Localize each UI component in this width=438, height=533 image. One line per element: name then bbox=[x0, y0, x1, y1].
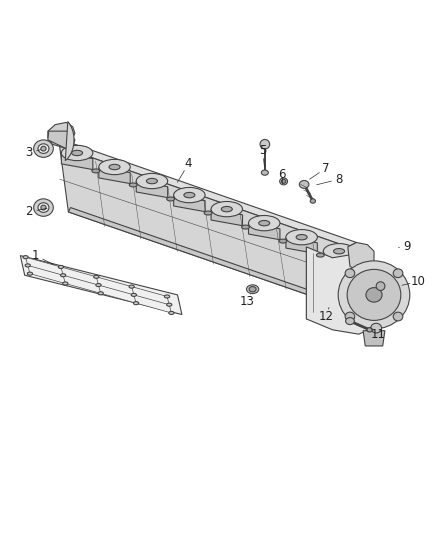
Ellipse shape bbox=[184, 192, 195, 198]
Ellipse shape bbox=[60, 274, 66, 277]
Ellipse shape bbox=[393, 269, 403, 278]
Ellipse shape bbox=[334, 248, 345, 254]
Ellipse shape bbox=[345, 312, 355, 321]
Polygon shape bbox=[211, 209, 243, 225]
Ellipse shape bbox=[279, 239, 287, 243]
Ellipse shape bbox=[109, 164, 120, 169]
Ellipse shape bbox=[129, 285, 134, 288]
Text: 6: 6 bbox=[279, 168, 286, 181]
Text: 8: 8 bbox=[336, 173, 343, 185]
Polygon shape bbox=[60, 147, 359, 312]
Ellipse shape bbox=[247, 285, 259, 294]
Ellipse shape bbox=[376, 282, 385, 290]
Polygon shape bbox=[25, 257, 171, 313]
Ellipse shape bbox=[346, 318, 354, 325]
Text: 2: 2 bbox=[25, 205, 33, 219]
Ellipse shape bbox=[338, 261, 410, 329]
Ellipse shape bbox=[296, 235, 307, 240]
Ellipse shape bbox=[131, 293, 137, 296]
Polygon shape bbox=[48, 131, 75, 149]
Text: 13: 13 bbox=[240, 295, 255, 308]
Ellipse shape bbox=[34, 199, 53, 216]
Polygon shape bbox=[248, 223, 280, 240]
Text: 12: 12 bbox=[318, 310, 333, 323]
Polygon shape bbox=[173, 195, 205, 212]
Ellipse shape bbox=[136, 173, 168, 189]
Ellipse shape bbox=[61, 146, 93, 160]
Ellipse shape bbox=[259, 221, 270, 226]
Polygon shape bbox=[68, 207, 361, 312]
Ellipse shape bbox=[134, 302, 139, 305]
Ellipse shape bbox=[316, 253, 324, 257]
Text: 4: 4 bbox=[185, 157, 192, 171]
Text: 9: 9 bbox=[403, 240, 410, 253]
Ellipse shape bbox=[204, 211, 212, 215]
Ellipse shape bbox=[261, 170, 268, 175]
Polygon shape bbox=[60, 142, 357, 247]
Polygon shape bbox=[65, 122, 74, 160]
Ellipse shape bbox=[211, 201, 243, 217]
Ellipse shape bbox=[173, 188, 205, 203]
Ellipse shape bbox=[92, 169, 100, 173]
Ellipse shape bbox=[166, 303, 172, 306]
Text: 10: 10 bbox=[410, 275, 425, 288]
Ellipse shape bbox=[169, 311, 174, 314]
Ellipse shape bbox=[310, 199, 315, 203]
Polygon shape bbox=[136, 181, 168, 198]
Ellipse shape bbox=[249, 287, 256, 292]
Ellipse shape bbox=[58, 265, 64, 269]
Polygon shape bbox=[61, 153, 93, 169]
Text: 1: 1 bbox=[32, 249, 39, 262]
Ellipse shape bbox=[167, 197, 175, 201]
Ellipse shape bbox=[23, 256, 28, 259]
Ellipse shape bbox=[280, 178, 288, 185]
Text: 3: 3 bbox=[25, 147, 33, 159]
Ellipse shape bbox=[98, 292, 103, 295]
Polygon shape bbox=[363, 330, 385, 346]
Ellipse shape bbox=[393, 312, 403, 321]
Text: 7: 7 bbox=[322, 161, 330, 175]
Ellipse shape bbox=[71, 150, 83, 156]
Text: 11: 11 bbox=[371, 328, 386, 341]
Ellipse shape bbox=[345, 269, 355, 278]
Polygon shape bbox=[306, 247, 378, 334]
Ellipse shape bbox=[366, 288, 382, 302]
Ellipse shape bbox=[129, 183, 137, 187]
Text: 5: 5 bbox=[259, 144, 266, 157]
Polygon shape bbox=[323, 251, 355, 268]
Polygon shape bbox=[48, 123, 75, 147]
Ellipse shape bbox=[27, 272, 32, 275]
Ellipse shape bbox=[164, 295, 170, 298]
Polygon shape bbox=[99, 167, 130, 183]
Ellipse shape bbox=[282, 180, 286, 183]
Ellipse shape bbox=[323, 244, 355, 259]
Ellipse shape bbox=[146, 179, 157, 184]
Ellipse shape bbox=[371, 324, 381, 333]
Ellipse shape bbox=[34, 140, 53, 157]
Polygon shape bbox=[20, 256, 182, 314]
Ellipse shape bbox=[25, 264, 30, 267]
Polygon shape bbox=[286, 237, 318, 254]
Ellipse shape bbox=[299, 181, 309, 188]
Polygon shape bbox=[348, 243, 374, 271]
Ellipse shape bbox=[41, 205, 46, 210]
Ellipse shape bbox=[260, 140, 270, 149]
Ellipse shape bbox=[38, 203, 49, 212]
Ellipse shape bbox=[99, 159, 130, 175]
Ellipse shape bbox=[41, 146, 46, 151]
Ellipse shape bbox=[242, 225, 249, 229]
Ellipse shape bbox=[221, 206, 232, 212]
Ellipse shape bbox=[63, 282, 68, 285]
Ellipse shape bbox=[96, 284, 101, 287]
Ellipse shape bbox=[248, 215, 280, 231]
Ellipse shape bbox=[367, 328, 372, 332]
Ellipse shape bbox=[94, 275, 99, 278]
Ellipse shape bbox=[347, 269, 401, 320]
Ellipse shape bbox=[38, 144, 49, 154]
Ellipse shape bbox=[286, 230, 318, 245]
